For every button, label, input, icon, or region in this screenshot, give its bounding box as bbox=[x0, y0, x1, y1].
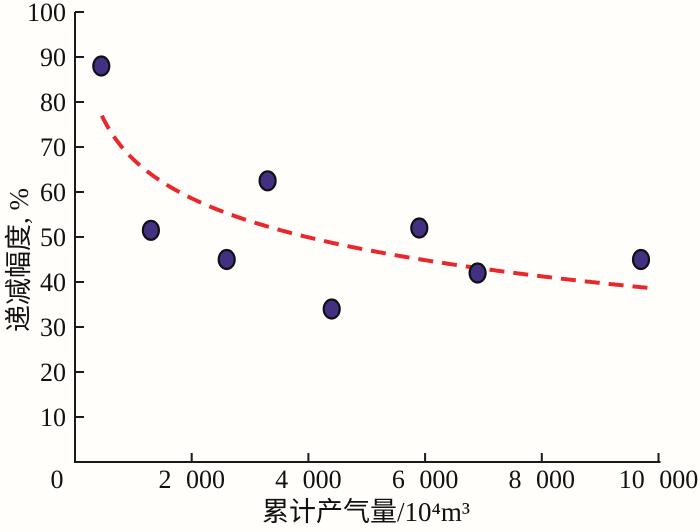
data-point bbox=[258, 170, 277, 192]
axis-ticks bbox=[75, 11, 660, 462]
data-point bbox=[322, 298, 341, 320]
data-points bbox=[92, 55, 651, 320]
data-point bbox=[468, 262, 487, 284]
x-axis-title: 累计产气量/10⁴m³ bbox=[262, 497, 470, 527]
x-tick-label: 0 bbox=[51, 465, 64, 494]
data-point bbox=[631, 248, 651, 271]
data-point bbox=[92, 55, 111, 77]
axis-tick-labels: 10 20 30 40 50 60 70 80 90 100 0 2 000 4 000 6 000 8 0… bbox=[27, 0, 698, 494]
axes bbox=[74, 12, 661, 463]
y-tick-label: 100 bbox=[27, 0, 66, 27]
data-point bbox=[410, 217, 429, 239]
data-point bbox=[217, 248, 236, 271]
x-tick-label: 6 000 bbox=[392, 465, 459, 494]
y-tick-label: 80 bbox=[40, 88, 66, 117]
y-tick-label: 50 bbox=[40, 223, 66, 252]
y-tick-label: 10 bbox=[40, 403, 66, 432]
x-tick-label: 4 000 bbox=[275, 465, 342, 494]
y-tick-label: 40 bbox=[40, 268, 66, 297]
y-tick-label: 70 bbox=[40, 133, 66, 162]
y-tick-label: 90 bbox=[40, 43, 66, 72]
axis-lines bbox=[74, 12, 661, 463]
x-tick-label: 8 000 bbox=[509, 465, 576, 494]
x-tick-label: 2 000 bbox=[158, 465, 225, 494]
x-tick-label: 10 000 bbox=[619, 465, 699, 494]
y-tick-label: 20 bbox=[40, 358, 66, 387]
data-point bbox=[141, 219, 160, 241]
y-tick-label: 30 bbox=[40, 313, 66, 342]
trendline-dashed bbox=[100, 114, 656, 291]
y-tick-label: 60 bbox=[40, 178, 66, 207]
y-axis-title: 递减幅度, % bbox=[4, 188, 34, 332]
